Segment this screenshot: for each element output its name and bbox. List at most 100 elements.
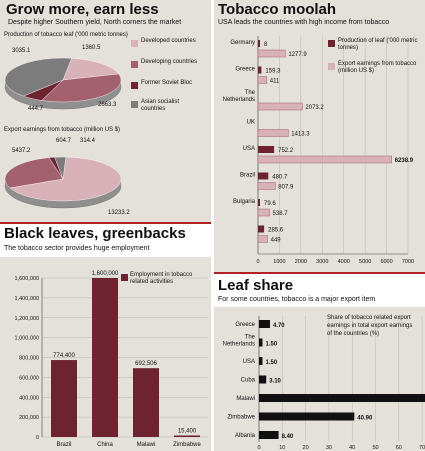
bar-value-label: 538.7 bbox=[273, 211, 289, 217]
category-label: Albania bbox=[235, 433, 256, 439]
legend-label-soviet: Former Soviet Bloc bbox=[141, 80, 193, 86]
bar-share bbox=[259, 338, 263, 347]
bar-export bbox=[257, 235, 268, 243]
y-tick-label: 0 bbox=[36, 435, 39, 441]
bar-value-label: 15,400 bbox=[178, 428, 197, 434]
panel-subtitle: Despite higher Southern yield, North cor… bbox=[8, 19, 182, 26]
legend-swatch-asian bbox=[131, 101, 138, 108]
bar-value-label: 1413.3 bbox=[291, 132, 310, 138]
category-label: UK bbox=[247, 120, 255, 126]
x-tick-label: 4000 bbox=[338, 259, 350, 265]
moolah-chart: 0 1000 2000 3000 4000 5000 6000 7000 Germany 8 127… bbox=[223, 36, 414, 265]
category-label: The bbox=[245, 90, 256, 96]
legend-label-employment: Employment in tobacco related activities bbox=[130, 272, 193, 285]
x-tick-label: 10 bbox=[279, 445, 285, 451]
x-tick-label: 3000 bbox=[316, 259, 328, 265]
category-label: Malawi bbox=[137, 442, 156, 448]
legend-swatch-production bbox=[328, 40, 335, 47]
legend-label-developed: Developed countries bbox=[141, 38, 196, 44]
category-label: USA bbox=[243, 146, 255, 152]
bar-production bbox=[258, 225, 265, 233]
category-label: Cuba bbox=[241, 378, 256, 384]
bar-export bbox=[257, 76, 268, 84]
divider-rule bbox=[0, 222, 211, 224]
panel-title: Tobacco moolah bbox=[218, 1, 337, 18]
legend-label-asian: Asian socialist countries bbox=[141, 99, 180, 112]
y-tick-label: 400,000 bbox=[19, 395, 39, 401]
x-tick-label: 0 bbox=[257, 445, 260, 451]
x-tick-label: 1000 bbox=[273, 259, 285, 265]
bar-share bbox=[259, 412, 355, 421]
pie2-label: Export earnings from tobacco (million US… bbox=[4, 127, 121, 133]
pie-slice bbox=[9, 156, 122, 202]
bar-value-label: 1,600,000 bbox=[92, 271, 119, 277]
category-label: Brazil bbox=[56, 442, 71, 448]
category-label: Netherlands bbox=[223, 342, 255, 348]
bar-value-label: 6238.9 bbox=[395, 158, 414, 164]
panel-leaf-share: Leaf share For some countries, tobacco i… bbox=[214, 276, 425, 451]
pie-slice bbox=[62, 58, 120, 81]
x-tick-label: 70 bbox=[419, 445, 425, 451]
category-label: Zimbabwe bbox=[227, 415, 255, 421]
bar-export bbox=[257, 129, 289, 137]
legend-swatch-soviet bbox=[131, 82, 138, 89]
y-tick-label: 800,000 bbox=[19, 356, 39, 362]
pie-value-label: 314.4 bbox=[80, 138, 96, 144]
panel-title: Grow more, earn less bbox=[6, 1, 159, 18]
pie-value-label: 444.7 bbox=[28, 106, 44, 112]
bar-production bbox=[258, 146, 275, 153]
bar-employment bbox=[92, 278, 118, 437]
panel-tobacco-moolah: Tobacco moolah USA leads the countries w… bbox=[214, 0, 425, 272]
pie-slice bbox=[4, 157, 64, 189]
pie-value-label: 13233.2 bbox=[108, 210, 130, 216]
category-label: Brazil bbox=[240, 173, 255, 179]
bar-value-label: 692,506 bbox=[135, 361, 157, 367]
bar-value-label: 159.3 bbox=[265, 69, 281, 75]
bar-value-label: 1.50 bbox=[265, 342, 277, 348]
bar-value-label: 1.50 bbox=[265, 360, 277, 366]
legend-label-production: Production of leaf ('000 metric tonnes) bbox=[338, 38, 418, 51]
bar-employment bbox=[174, 435, 200, 437]
bar-value-label: 8 bbox=[264, 42, 268, 48]
x-tick-label: 5000 bbox=[359, 259, 371, 265]
pie-slice bbox=[54, 156, 67, 180]
category-label: Zimbabwe bbox=[173, 442, 201, 448]
panel-subtitle: USA leads the countries with high income… bbox=[218, 19, 390, 26]
x-tick-label: 2000 bbox=[295, 259, 307, 265]
bar-production bbox=[258, 172, 269, 180]
pie-value-label: 5437.2 bbox=[12, 148, 31, 154]
pie-charts: 1360.5 2663.3 444.7 3035.1 13233.2 5437.2 314.… bbox=[4, 45, 130, 216]
bar-export bbox=[257, 155, 392, 164]
bar-value-label: 449 bbox=[271, 238, 282, 244]
category-label: USA bbox=[243, 359, 255, 365]
employment-chart: 0 200,000 400,000 600,000 800,000 1,000,000 1,… bbox=[15, 271, 208, 448]
chart-background bbox=[214, 307, 425, 451]
bar-value-label: 79.6 bbox=[264, 201, 276, 207]
bar-export bbox=[257, 49, 286, 58]
bar-share bbox=[259, 320, 270, 328]
bar-value-label: 807.9 bbox=[278, 185, 294, 191]
bar-share bbox=[259, 394, 425, 402]
category-label: Greece bbox=[235, 67, 255, 73]
bar-production bbox=[258, 40, 260, 47]
bar-value-label: 752.2 bbox=[278, 148, 294, 154]
legend-swatch-export bbox=[328, 63, 335, 70]
x-tick-label: 6000 bbox=[380, 259, 392, 265]
bar-value-label: 480.7 bbox=[272, 175, 288, 181]
category-label: The bbox=[245, 335, 256, 341]
pie-slice bbox=[4, 57, 72, 97]
panel-title: Leaf share bbox=[218, 277, 294, 294]
bar-value-label: 2073.2 bbox=[305, 105, 324, 111]
bar-value-label: 774,400 bbox=[53, 353, 75, 359]
panel-subtitle: For some countries, tobacco is a major e… bbox=[218, 296, 376, 303]
bar-value-label: 3.10 bbox=[269, 379, 281, 385]
bar-value-label: 1277.9 bbox=[288, 52, 307, 58]
x-tick-label: 0 bbox=[256, 259, 259, 265]
pie-value-label: 1360.5 bbox=[82, 45, 101, 51]
bar-share bbox=[259, 357, 263, 365]
category-label: Malawi bbox=[236, 396, 255, 402]
bar-production bbox=[258, 199, 260, 206]
legend-label-share: Share of tobacco related export earnings… bbox=[327, 315, 413, 337]
x-tick-label: 60 bbox=[396, 445, 402, 451]
